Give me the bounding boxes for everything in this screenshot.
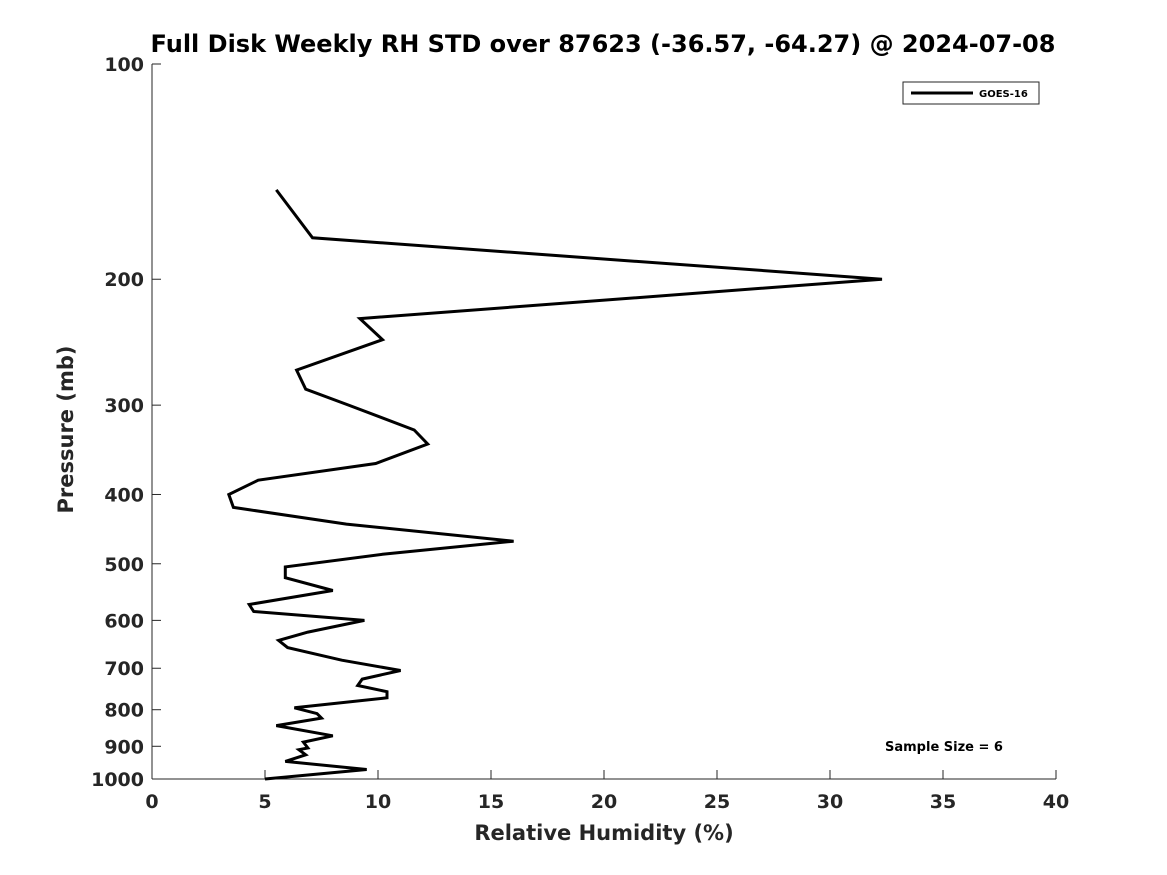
legend-label: GOES-16 [979,89,1028,100]
x-tick-label: 30 [817,791,843,813]
y-tick-label: 100 [104,54,144,76]
y-axis-label: Pressure (mb) [54,346,78,514]
x-tick-label: 10 [365,791,391,813]
x-tick-label: 40 [1043,791,1069,813]
x-tick-label: 15 [478,791,504,813]
chart-title: Full Disk Weekly RH STD over 87623 (-36.… [151,30,1056,58]
series-line-goes-16 [226,188,883,781]
plot-area [152,64,1056,779]
y-tick-label: 900 [104,736,144,758]
x-tick-label: 5 [258,791,271,813]
x-tick-label: 35 [930,791,956,813]
y-tick-label: 200 [104,269,144,291]
y-tick-label: 500 [104,554,144,576]
series-layer [226,188,883,781]
sample-size-annotation: Sample Size = 6 [885,740,1003,755]
y-tick-label: 800 [104,700,144,722]
y-tick-label: 600 [104,610,144,632]
y-tick-label: 300 [104,395,144,417]
x-tick-label: 0 [145,791,158,813]
x-tick-label: 25 [704,791,730,813]
y-tick-label: 700 [104,658,144,680]
ticks: 0 5 10 15 20 25 30 35 40 100 200 300 400 500 600 700 800… [91,54,1069,813]
y-tick-label: 1000 [91,769,144,791]
x-axis-label: Relative Humidity (%) [474,821,733,845]
y-tick-label: 400 [104,484,144,506]
x-tick-label: 20 [591,791,617,813]
legend: GOES-16 [902,81,1040,105]
